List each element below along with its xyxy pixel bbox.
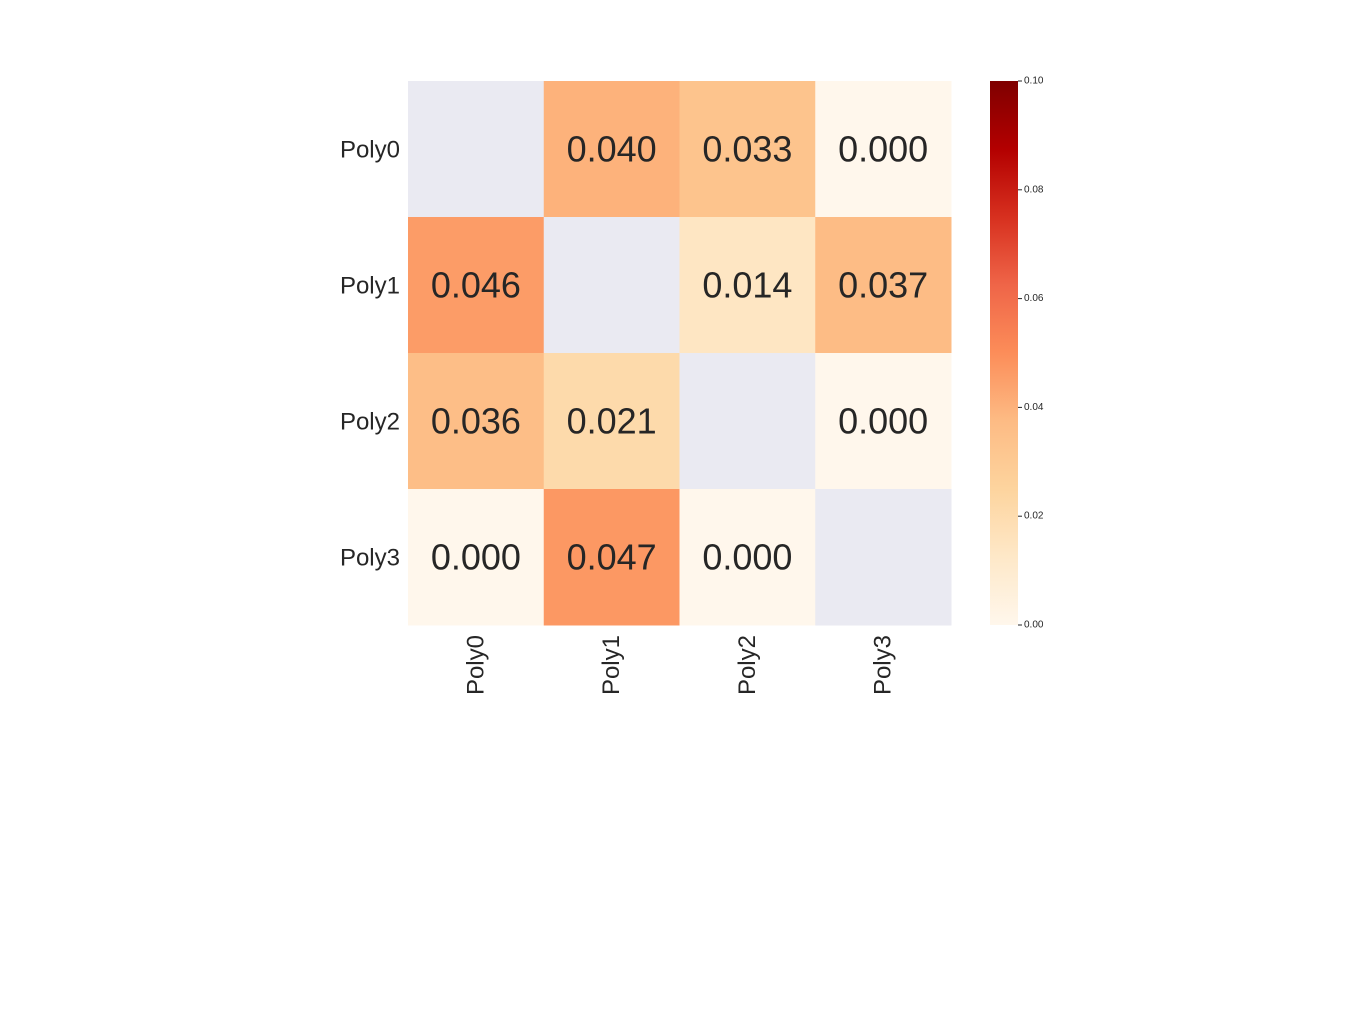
heatmap-cell	[815, 217, 952, 354]
heatmap-cell	[815, 353, 952, 490]
heatmap-cell	[408, 217, 545, 354]
x-tick-label: Poly3	[870, 635, 897, 695]
x-tick-label: Poly0	[462, 635, 489, 695]
colorbar-tick-label: 0.02	[1024, 511, 1044, 522]
cell-value-label: 0.046	[431, 265, 521, 306]
heatmap-cell-masked	[408, 81, 545, 218]
heatmap-cell-masked	[543, 217, 680, 354]
cell-value-label: 0.047	[567, 537, 657, 578]
colorbar-tick-label: 0.10	[1024, 76, 1044, 87]
colorbar-tick-label: 0.00	[1024, 620, 1044, 631]
heatmap-cell	[543, 489, 680, 626]
y-axis-tick-labels: Poly0 Poly1 Poly2 Poly3	[340, 137, 400, 572]
y-tick-label: Poly3	[340, 545, 400, 572]
cell-value-label: 0.000	[838, 129, 928, 170]
heatmap-cells	[408, 81, 952, 626]
heatmap-cell-masked	[815, 489, 952, 626]
cell-value-label: 0.000	[431, 537, 521, 578]
colorbar-gradient	[990, 81, 1018, 625]
y-tick-label: Poly1	[340, 273, 400, 300]
cell-value-label: 0.000	[702, 537, 792, 578]
heatmap-cell	[679, 217, 816, 354]
cell-value-label: 0.014	[702, 265, 792, 306]
cell-value-label: 0.021	[567, 401, 657, 442]
heatmap-cell	[543, 353, 680, 490]
heatmap-cell	[408, 489, 545, 626]
y-tick-label: Poly0	[340, 137, 400, 164]
heatmap-cell-labels: 0.040 0.033 0.000 0.046 0.014 0.037 0.036 0.021…	[431, 129, 928, 578]
x-tick-label: Poly1	[598, 635, 625, 695]
cell-value-label: 0.036	[431, 401, 521, 442]
heatmap-cell	[679, 489, 816, 626]
colorbar: 0.00 0.02 0.04 0.06 0.08 0.10	[990, 76, 1044, 631]
cell-value-label: 0.033	[702, 129, 792, 170]
cell-value-label: 0.000	[838, 401, 928, 442]
heatmap-cell	[408, 353, 545, 490]
colorbar-tick-label: 0.04	[1024, 402, 1044, 413]
heatmap-cell-masked	[679, 353, 816, 490]
heatmap-cell	[543, 81, 680, 218]
x-tick-label: Poly2	[734, 635, 761, 695]
y-tick-label: Poly2	[340, 409, 400, 436]
cell-value-label: 0.040	[567, 129, 657, 170]
colorbar-tick-label: 0.08	[1024, 184, 1044, 195]
colorbar-tick-label: 0.06	[1024, 293, 1044, 304]
heatmap-cell	[679, 81, 816, 218]
heatmap-cell	[815, 81, 952, 218]
cell-value-label: 0.037	[838, 265, 928, 306]
x-axis-tick-labels: Poly0 Poly1 Poly2 Poly3	[462, 635, 896, 695]
